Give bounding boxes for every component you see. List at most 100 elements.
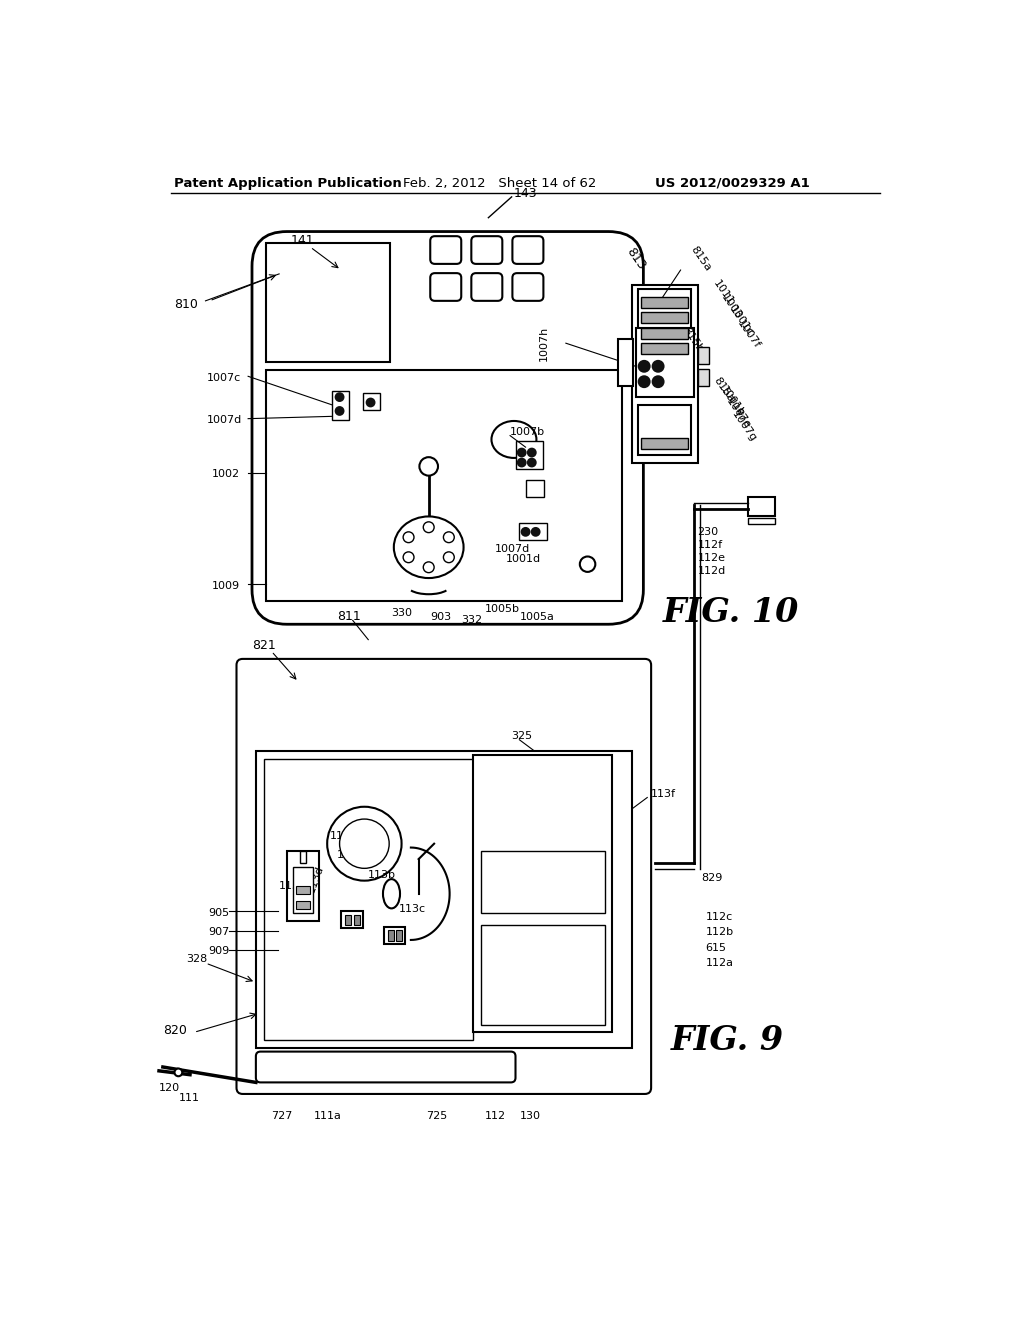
Text: 820: 820 (163, 1024, 186, 1038)
Text: 1007d: 1007d (495, 544, 529, 554)
Circle shape (340, 818, 389, 869)
Bar (384, 927, 406, 944)
Text: 120: 120 (159, 1082, 180, 1093)
Text: 1007f: 1007f (735, 318, 762, 351)
Text: 815a: 815a (712, 375, 736, 404)
Bar (266, 370, 623, 601)
Bar (345, 915, 351, 925)
Ellipse shape (394, 516, 464, 578)
Text: 810: 810 (174, 298, 199, 312)
Bar (638, 405, 691, 455)
Text: 130: 130 (519, 1110, 541, 1121)
Text: US 2012/0029329 A1: US 2012/0029329 A1 (655, 177, 810, 190)
Circle shape (403, 552, 414, 562)
Text: 725: 725 (426, 1110, 447, 1121)
Text: 332: 332 (461, 615, 482, 626)
Circle shape (531, 528, 540, 536)
FancyBboxPatch shape (471, 273, 503, 301)
Text: 112: 112 (484, 1110, 506, 1121)
Text: FIG. 9: FIG. 9 (671, 1023, 783, 1056)
Bar (641, 327, 688, 339)
Text: 1001d: 1001d (506, 554, 542, 564)
Circle shape (328, 807, 401, 880)
Bar (641, 438, 688, 449)
Text: Patent Application Publication: Patent Application Publication (174, 177, 402, 190)
Text: 1005a: 1005a (519, 611, 554, 622)
Bar (636, 327, 693, 397)
Bar (341, 911, 362, 928)
Text: 815b: 815b (681, 325, 705, 354)
Text: 113d: 113d (306, 863, 326, 894)
Text: 1005b: 1005b (484, 603, 519, 614)
Circle shape (580, 557, 595, 572)
Circle shape (420, 457, 438, 475)
Text: 1007h: 1007h (539, 326, 549, 360)
Circle shape (403, 532, 414, 543)
Bar (638, 289, 691, 359)
Text: 1009: 1009 (212, 581, 240, 591)
Text: 112a: 112a (706, 958, 733, 968)
FancyBboxPatch shape (512, 236, 544, 264)
FancyBboxPatch shape (430, 236, 461, 264)
Circle shape (639, 376, 649, 387)
Text: Feb. 2, 2012   Sheet 14 of 62: Feb. 2, 2012 Sheet 14 of 62 (403, 177, 597, 190)
Text: 113c: 113c (399, 904, 426, 915)
Circle shape (443, 552, 455, 562)
Bar (519, 523, 547, 540)
Bar (353, 915, 359, 925)
Text: 829: 829 (701, 874, 723, 883)
FancyBboxPatch shape (471, 236, 503, 264)
Text: 1007d: 1007d (207, 416, 243, 425)
Circle shape (423, 521, 434, 532)
Bar (641, 313, 688, 323)
Ellipse shape (492, 421, 537, 458)
Text: 328: 328 (186, 954, 208, 964)
Text: 112b: 112b (706, 927, 733, 937)
Bar (293, 867, 313, 913)
Bar (473, 755, 612, 1032)
Text: 113f: 113f (651, 788, 676, 799)
Bar (748, 498, 775, 516)
Circle shape (174, 1069, 182, 1076)
Circle shape (521, 528, 529, 536)
Text: 905: 905 (208, 908, 229, 917)
Text: 615: 615 (706, 942, 726, 953)
Text: FIG. 10: FIG. 10 (663, 597, 799, 630)
FancyBboxPatch shape (237, 659, 651, 1094)
Text: 815a: 815a (688, 244, 713, 273)
Bar (263, 759, 473, 1040)
Text: 112d: 112d (697, 566, 726, 576)
Text: 1007c: 1007c (207, 372, 242, 383)
Circle shape (336, 393, 343, 401)
Circle shape (528, 449, 536, 457)
Bar (332, 391, 349, 420)
Bar (480, 851, 604, 913)
Bar (256, 751, 632, 1048)
Text: 143: 143 (513, 186, 537, 199)
Bar (296, 902, 310, 909)
Circle shape (443, 532, 455, 543)
FancyBboxPatch shape (430, 273, 461, 301)
Text: 112e: 112e (697, 553, 726, 564)
Bar (641, 297, 688, 308)
Circle shape (639, 360, 649, 372)
Bar (396, 929, 402, 941)
Bar (388, 929, 394, 941)
Bar (697, 347, 710, 364)
FancyBboxPatch shape (256, 1052, 515, 1082)
Bar (697, 368, 710, 385)
Bar (748, 517, 775, 524)
Text: 112f: 112f (697, 540, 723, 550)
Text: 113e: 113e (280, 880, 307, 891)
Circle shape (652, 360, 664, 372)
Text: 1002: 1002 (212, 469, 240, 479)
Text: 113a: 113a (337, 850, 366, 861)
Text: 330: 330 (391, 607, 413, 618)
Text: 113b: 113b (369, 870, 396, 879)
Circle shape (518, 459, 525, 466)
Text: 811: 811 (337, 610, 361, 623)
Circle shape (652, 376, 664, 387)
Text: 113: 113 (330, 832, 350, 841)
Text: 903: 903 (430, 611, 452, 622)
Text: 325: 325 (512, 731, 532, 741)
